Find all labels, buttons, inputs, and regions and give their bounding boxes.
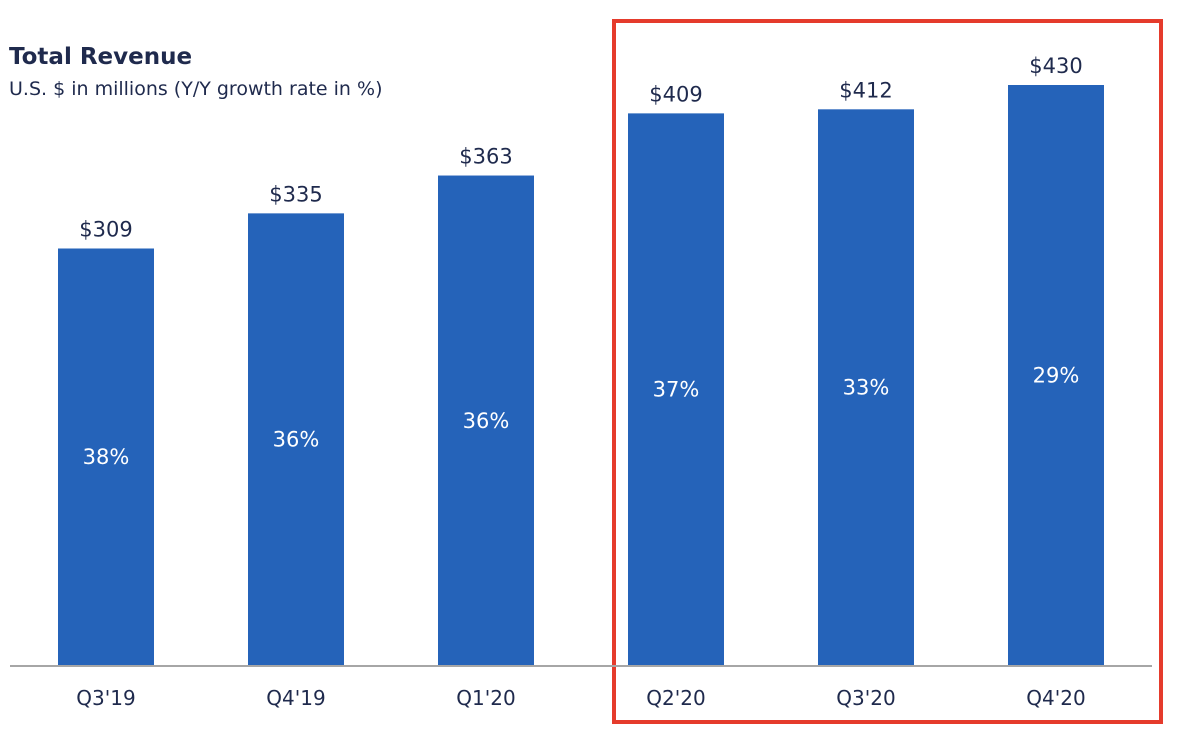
value-label-2: $363: [459, 145, 512, 169]
bar-3: [628, 113, 724, 667]
chart-subtitle: U.S. $ in millions (Y/Y growth rate in %…: [9, 78, 382, 100]
bar-0: [58, 248, 154, 666]
growth-label-4: 33%: [843, 376, 890, 400]
bar-2: [438, 175, 534, 667]
bar-4: [818, 109, 914, 667]
value-label-5: $430: [1029, 54, 1082, 78]
x-tick-label-1: Q4'19: [266, 686, 325, 710]
bar-5: [1008, 85, 1104, 666]
x-tick-label-3: Q2'20: [646, 686, 705, 710]
highlight-layer: [612, 19, 1163, 724]
x-tick-label-2: Q1'20: [456, 686, 515, 710]
growth-label-5: 29%: [1033, 364, 1080, 388]
growth-label-1: 36%: [273, 428, 320, 452]
highlight-box: [612, 19, 1163, 724]
bar-1: [248, 213, 344, 666]
x-tick-label-4: Q3'20: [836, 686, 895, 710]
value-label-1: $335: [269, 182, 322, 206]
x-tick-label-0: Q3'19: [76, 686, 135, 710]
value-label-0: $309: [79, 217, 132, 241]
x-tick-label-5: Q4'20: [1026, 686, 1085, 710]
growth-label-2: 36%: [463, 409, 510, 433]
value-label-3: $409: [649, 82, 702, 106]
chart-title: Total Revenue: [9, 44, 192, 70]
growth-label-3: 37%: [653, 378, 700, 402]
value-label-4: $412: [839, 78, 892, 102]
growth-label-0: 38%: [83, 445, 130, 469]
x-tick-labels: Q3'19 Q4'19 Q1'20 Q2'20 Q3'20 Q4'20: [76, 686, 1085, 710]
bars-layer: $309 38% $335 36% $363 36% $409 37% $412 33% $430 2…: [58, 54, 1104, 667]
